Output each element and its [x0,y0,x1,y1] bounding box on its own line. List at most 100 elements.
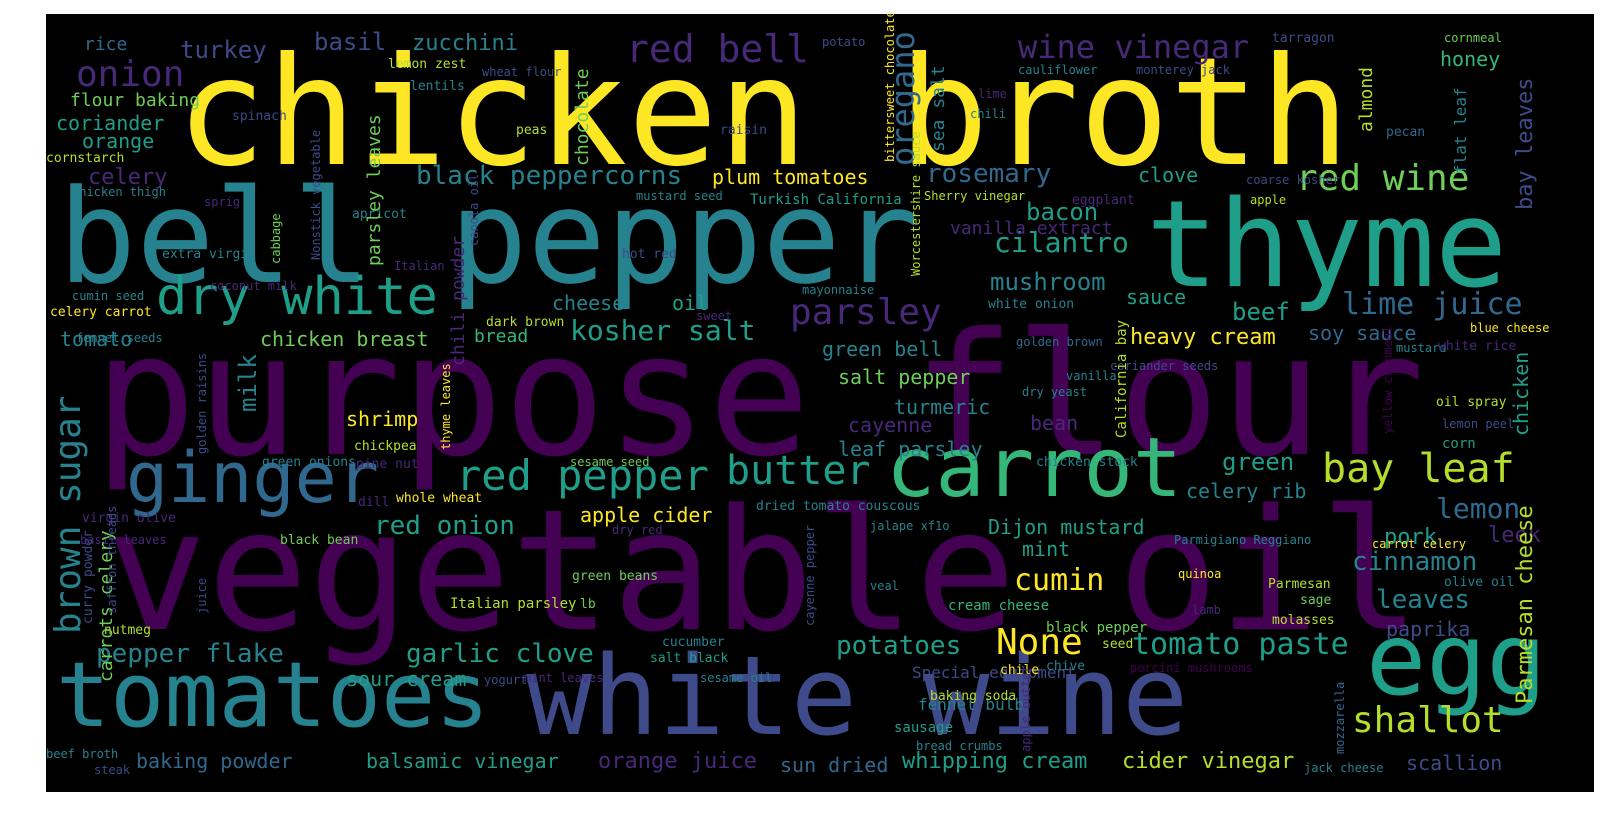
word-plum-tomatoes: plum tomatoes [712,165,869,189]
word-garlic-clove: garlic clove [406,639,594,669]
word-tomato: tomato [60,327,132,351]
word-sesame-oil: sesame oil [700,671,772,685]
word-mayonnaise: mayonnaise [802,283,874,297]
word-jalapeno: jalape xf1o [870,519,949,533]
word-steak: steak [94,763,131,777]
word-yogurt: yogurt [484,673,527,687]
word-cilantro: cilantro [994,226,1129,259]
word-mozzarella: apple butter [1019,665,1033,752]
word-carrot-celery: carrot celery [1372,537,1466,551]
word-eggplant: eggplant [1072,193,1135,208]
word-oregano: oregano [884,31,922,166]
word-basil-leaves: basil leaves [80,533,167,547]
word-chickpea: chickpea [354,439,417,454]
word-wheat-flour: wheat flour [482,65,561,79]
word-leaves: leaves [1376,585,1470,615]
word-carrots-celery: carrots celery [96,530,117,682]
word-orange: orange [82,129,154,153]
word-parmigiano-reggiano: Parmigiano Reggiano [1174,533,1311,547]
word-dry-red: dry red [612,523,663,537]
word-turkey: turkey [180,36,267,64]
word-quinoa: quinoa [1178,567,1221,581]
word-tarragon: tarragon [1272,31,1335,46]
word-juice: juice [195,578,209,614]
word-monterey-jack: monterey jack [1136,63,1231,77]
word-apricot: apricot [352,207,407,222]
word-white-onion: white onion [988,297,1074,312]
word-extra-virgin: extra virgin [162,247,256,262]
word-lemon-zest: lemon zest [388,57,466,72]
word-celery-rib: celery rib [1186,479,1306,503]
word-vanilla-extract: vanilla extract [950,218,1113,239]
word-balsamic-vinegar: balsamic vinegar [366,749,559,773]
word-cornstarch: cornstarch [46,151,124,166]
word-shallot: shallot [1352,700,1504,741]
word-parmesan-cheese: Parmesan cheese [1513,505,1538,704]
word-lime-juice: lime juice [1342,287,1523,322]
word-mint-leaves: mint leaves [524,671,603,685]
word-chili: chili [970,107,1006,121]
word-wine-vinegar: wine vinegar [1018,28,1249,66]
word-chicken-stock: chicken stock [1036,455,1138,470]
word-nonstick-vegetable: cabbage [269,213,283,264]
word-green: green [1222,448,1294,476]
word-celery-carrot: celery carrot [50,305,152,320]
word-mushroom: mushroom [990,268,1106,296]
word-dijon-mustard: Dijon mustard [988,515,1145,539]
word-bay-leaf: bay leaf [1322,446,1515,492]
word-coconut-milk: coconut milk [210,279,297,293]
word-celery: celery [88,165,167,190]
word-chicken-thigh: chicken thigh [72,185,166,199]
word-potatoes: potatoes [836,631,961,661]
word-flat-leaf: bread [474,326,528,347]
word-chili-powder: chili powder [448,236,469,366]
word-baking-powder: baking powder [136,749,293,773]
word-cucumber: cucumber [662,635,725,650]
word-pecan: pecan [1386,125,1425,140]
word-italian: Italian [394,259,445,273]
word-veal: veal [870,579,899,593]
word-vanilla: vanilla [1066,369,1117,383]
word-milk: milk [234,354,262,412]
word-cheese: cheese [552,291,624,315]
word-chicken-breast: chicken breast [260,327,429,351]
word-cream-cheese: black pepper [1046,620,1147,636]
word-lemon: lemon [1436,492,1520,525]
word-zucchini: zucchini [412,31,518,56]
word-green-onions: green onions [262,455,356,470]
word-yellow-cornmeal: flat leaf [1451,87,1470,174]
word-lemon-peel: lemon peel [1442,417,1514,431]
word-golden-brown: golden brown [1016,335,1103,349]
word-apple: apple [1250,193,1286,207]
word-seed: seed [1102,637,1133,652]
word-raisin: raisin [720,123,767,138]
word-whole-wheat: green beans [572,569,658,584]
word-bread: fennel bulb [918,695,1024,714]
word-saffron-threads: golden raisins [195,353,209,454]
word-oil: oil [672,291,708,315]
word-worcestershire-sauce: Nonstick vegetable [309,130,323,260]
word-red-pepper: red pepper [456,451,709,500]
word-cider-vinegar: cider vinegar [1122,749,1294,774]
word-basil: basil [314,28,386,56]
word-brown-sugar: brown sugar [48,396,89,634]
word-chive: chive [1046,659,1085,674]
word-chicken-broth: chicken broth [176,26,1350,200]
word-chicken: chicken [1509,352,1533,436]
word-dry-yeast: dry yeast [1022,385,1087,399]
word-lb: lb [580,597,596,612]
word-bacon: bacon [1026,198,1098,226]
word-green-beans: Italian parsley [450,596,576,612]
word-baking-soda: baking soda [930,689,1016,704]
word-cumin-seed: cumin seed [72,289,144,303]
word-cornmeal: cornmeal [1444,31,1502,45]
word-sesame-seed: sesame seed [570,455,649,469]
word-pork: pork [1384,525,1437,550]
word-whipping-cream: whipping cream [902,749,1087,774]
word-orange-juice: orange juice [598,749,757,774]
word-italian-parsley: curry powder [81,530,96,624]
word-porcini-mushrooms: porcini mushrooms [1130,661,1253,675]
word-turmeric: turmeric [894,395,990,419]
word-chile: chile [1000,663,1039,678]
word-clove: clove [1138,163,1198,187]
